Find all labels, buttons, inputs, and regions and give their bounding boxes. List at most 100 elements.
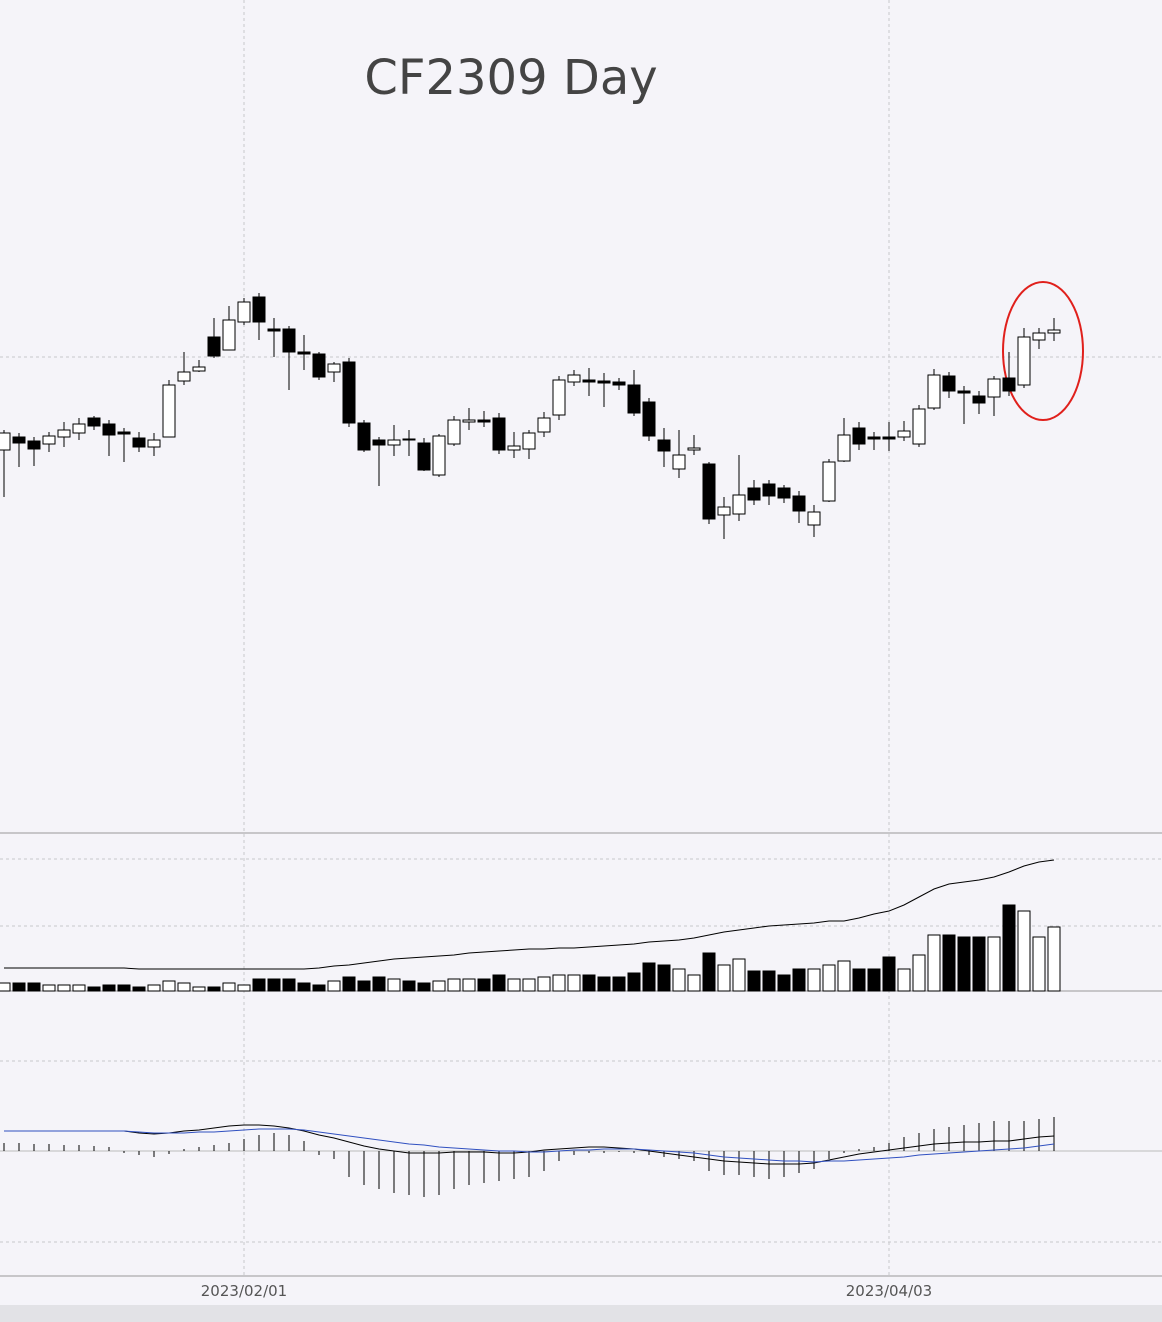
candle-body — [912, 408, 926, 445]
volume-bar — [627, 972, 641, 992]
volume-bar — [12, 982, 26, 992]
volume-bar — [822, 964, 836, 992]
volume-bar — [852, 968, 866, 992]
candle-body — [687, 447, 701, 451]
candle-body — [117, 431, 131, 435]
candle-body — [867, 436, 881, 440]
volume-bar — [732, 958, 746, 992]
volume-bar — [762, 970, 776, 992]
volume-bar — [537, 976, 551, 992]
volume-bar — [42, 984, 56, 992]
volume-bar — [417, 982, 431, 992]
candle-body — [0, 432, 11, 451]
volume-bar — [837, 960, 851, 992]
candle-body — [1032, 332, 1046, 341]
candle-body — [192, 366, 206, 372]
volume-bar — [237, 984, 251, 992]
volume-bar — [747, 970, 761, 992]
volume-bar — [957, 936, 971, 992]
candle-body — [282, 328, 296, 353]
candle-body — [672, 454, 686, 470]
candle-body — [822, 461, 836, 502]
candle-body — [972, 395, 986, 404]
candle-body — [597, 380, 611, 384]
candle-body — [402, 438, 416, 441]
candle-body — [447, 419, 461, 445]
candle-body — [762, 483, 776, 497]
volume-bar — [492, 974, 506, 992]
volume-bar — [642, 962, 656, 992]
x-tick-label: 2023/04/03 — [846, 1282, 932, 1300]
candle-body — [942, 375, 956, 392]
volume-bar — [972, 936, 986, 992]
candle-body — [642, 401, 656, 437]
candle-body — [12, 436, 26, 444]
candle-body — [477, 419, 491, 423]
x-tick-label: 2023/02/01 — [201, 1282, 287, 1300]
candle-body — [87, 417, 101, 427]
volume-bar — [912, 954, 926, 992]
candle-body — [252, 296, 266, 323]
volume-bar — [702, 952, 716, 992]
volume-bar — [552, 974, 566, 992]
volume-bar — [687, 974, 701, 992]
volume-bar — [657, 964, 671, 992]
candle-body — [1002, 377, 1016, 392]
volume-bar — [867, 968, 881, 992]
volume-bar — [1017, 910, 1031, 992]
candle-body — [1017, 336, 1031, 386]
volume-bar — [477, 978, 491, 992]
candle-body — [372, 439, 386, 446]
candle-body — [207, 336, 221, 357]
volume-bar — [102, 984, 116, 992]
candle-body — [312, 353, 326, 378]
candle-body — [132, 437, 146, 448]
volume-bar — [507, 978, 521, 992]
chart-title: CF2309 Day — [364, 50, 657, 106]
candle-body — [27, 440, 41, 450]
candle-body — [747, 487, 761, 501]
volume-bar — [357, 980, 371, 992]
candle-body — [267, 328, 281, 332]
candle-body — [237, 301, 251, 323]
candle-body — [927, 374, 941, 409]
candle-body — [297, 351, 311, 355]
candle-body — [702, 463, 716, 520]
volume-bar — [1002, 904, 1016, 992]
volume-bar — [792, 968, 806, 992]
volume-bar — [1032, 936, 1046, 992]
volume-bar — [942, 934, 956, 992]
volume-bar — [372, 976, 386, 992]
candle-body — [342, 361, 356, 424]
candle-body — [957, 390, 971, 394]
volume-bar — [147, 984, 161, 992]
candle-body — [102, 423, 116, 436]
volume-bar — [432, 980, 446, 992]
volume-bar — [567, 974, 581, 992]
volume-bar — [27, 982, 41, 992]
volume-bar — [0, 982, 11, 992]
volume-bar — [777, 974, 791, 992]
candle-body — [852, 427, 866, 445]
volume-bar — [447, 978, 461, 992]
candle-body — [537, 417, 551, 433]
candle-body — [987, 378, 1001, 398]
volume-bar — [87, 986, 101, 992]
volume-bar — [222, 982, 236, 992]
candle-body — [522, 432, 536, 450]
candle-body — [57, 429, 71, 438]
macd-line — [4, 1128, 1055, 1163]
bottom-strip — [0, 1305, 1162, 1322]
volume-bar — [1047, 926, 1061, 992]
volume-bar — [297, 982, 311, 992]
candle-body — [42, 435, 56, 445]
volume-bar — [267, 978, 281, 992]
candle-body — [657, 439, 671, 452]
volume-bar — [807, 968, 821, 992]
volume-bar — [162, 980, 176, 992]
candle-body — [732, 494, 746, 515]
volume-bar — [117, 984, 131, 992]
